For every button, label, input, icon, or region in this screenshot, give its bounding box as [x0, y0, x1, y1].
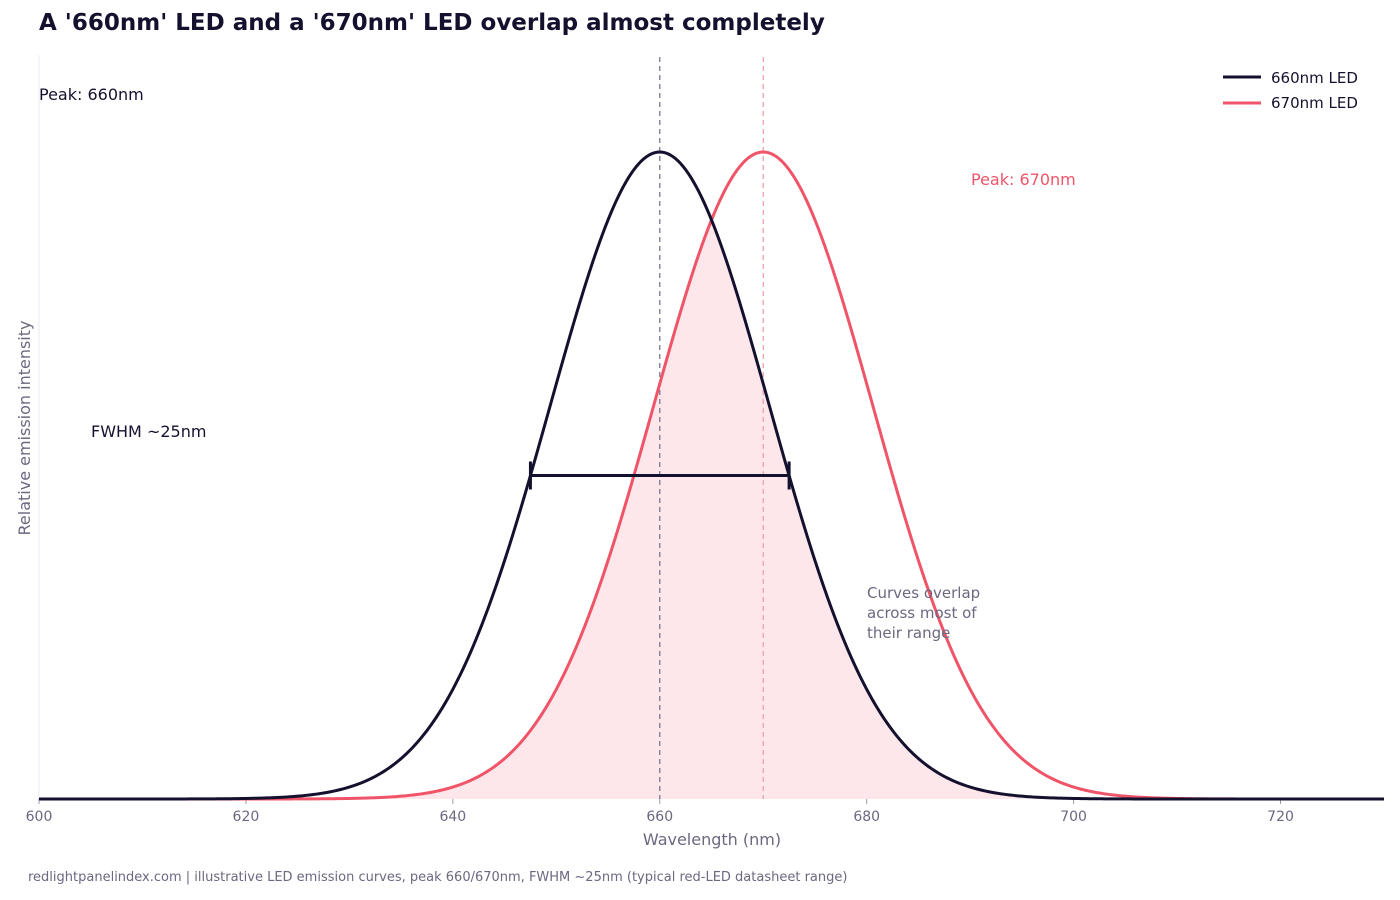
- peak-660-label: Peak: 660nm: [39, 85, 144, 104]
- fwhm-marker-layer: [528, 461, 791, 490]
- peak-670-label: Peak: 670nm: [971, 170, 1076, 189]
- x-tick-label-660: 660: [646, 809, 673, 825]
- y-axis-label: Relative emission intensity: [15, 321, 34, 536]
- x-tick-label-600: 600: [26, 809, 53, 825]
- legend-label-670: 670nm LED: [1271, 94, 1358, 112]
- fwhm-label: FWHM ~25nm: [91, 422, 206, 441]
- chart-title: A '660nm' LED and a '670nm' LED overlap …: [39, 10, 825, 36]
- overlap-note-line-2: across most of: [867, 604, 977, 622]
- axis-layer: 600 620 640 660 680 700 720: [26, 55, 1294, 825]
- x-tick-label-640: 640: [439, 809, 466, 825]
- x-tick-label-680: 680: [853, 809, 880, 825]
- peak-lines-layer: [659, 57, 764, 799]
- overlap-note-line-3: their range: [867, 624, 950, 642]
- overlap-note-line-1: Curves overlap: [867, 584, 980, 602]
- legend: 660nm LED 670nm LED: [1223, 69, 1358, 112]
- legend-label-660: 660nm LED: [1271, 69, 1358, 87]
- x-tick-label-720: 720: [1267, 809, 1294, 825]
- overlap-fill-layer: [39, 219, 1384, 800]
- overlap-fill-area: [39, 219, 1384, 800]
- x-tick-label-700: 700: [1060, 809, 1087, 825]
- x-tick-label-620: 620: [233, 809, 260, 825]
- x-axis-label: Wavelength (nm): [643, 830, 781, 849]
- curve-660nm-led: [39, 150, 1384, 801]
- source-footer: redlightpanelindex.com | illustrative LE…: [28, 870, 848, 885]
- curves-layer: [39, 150, 1384, 801]
